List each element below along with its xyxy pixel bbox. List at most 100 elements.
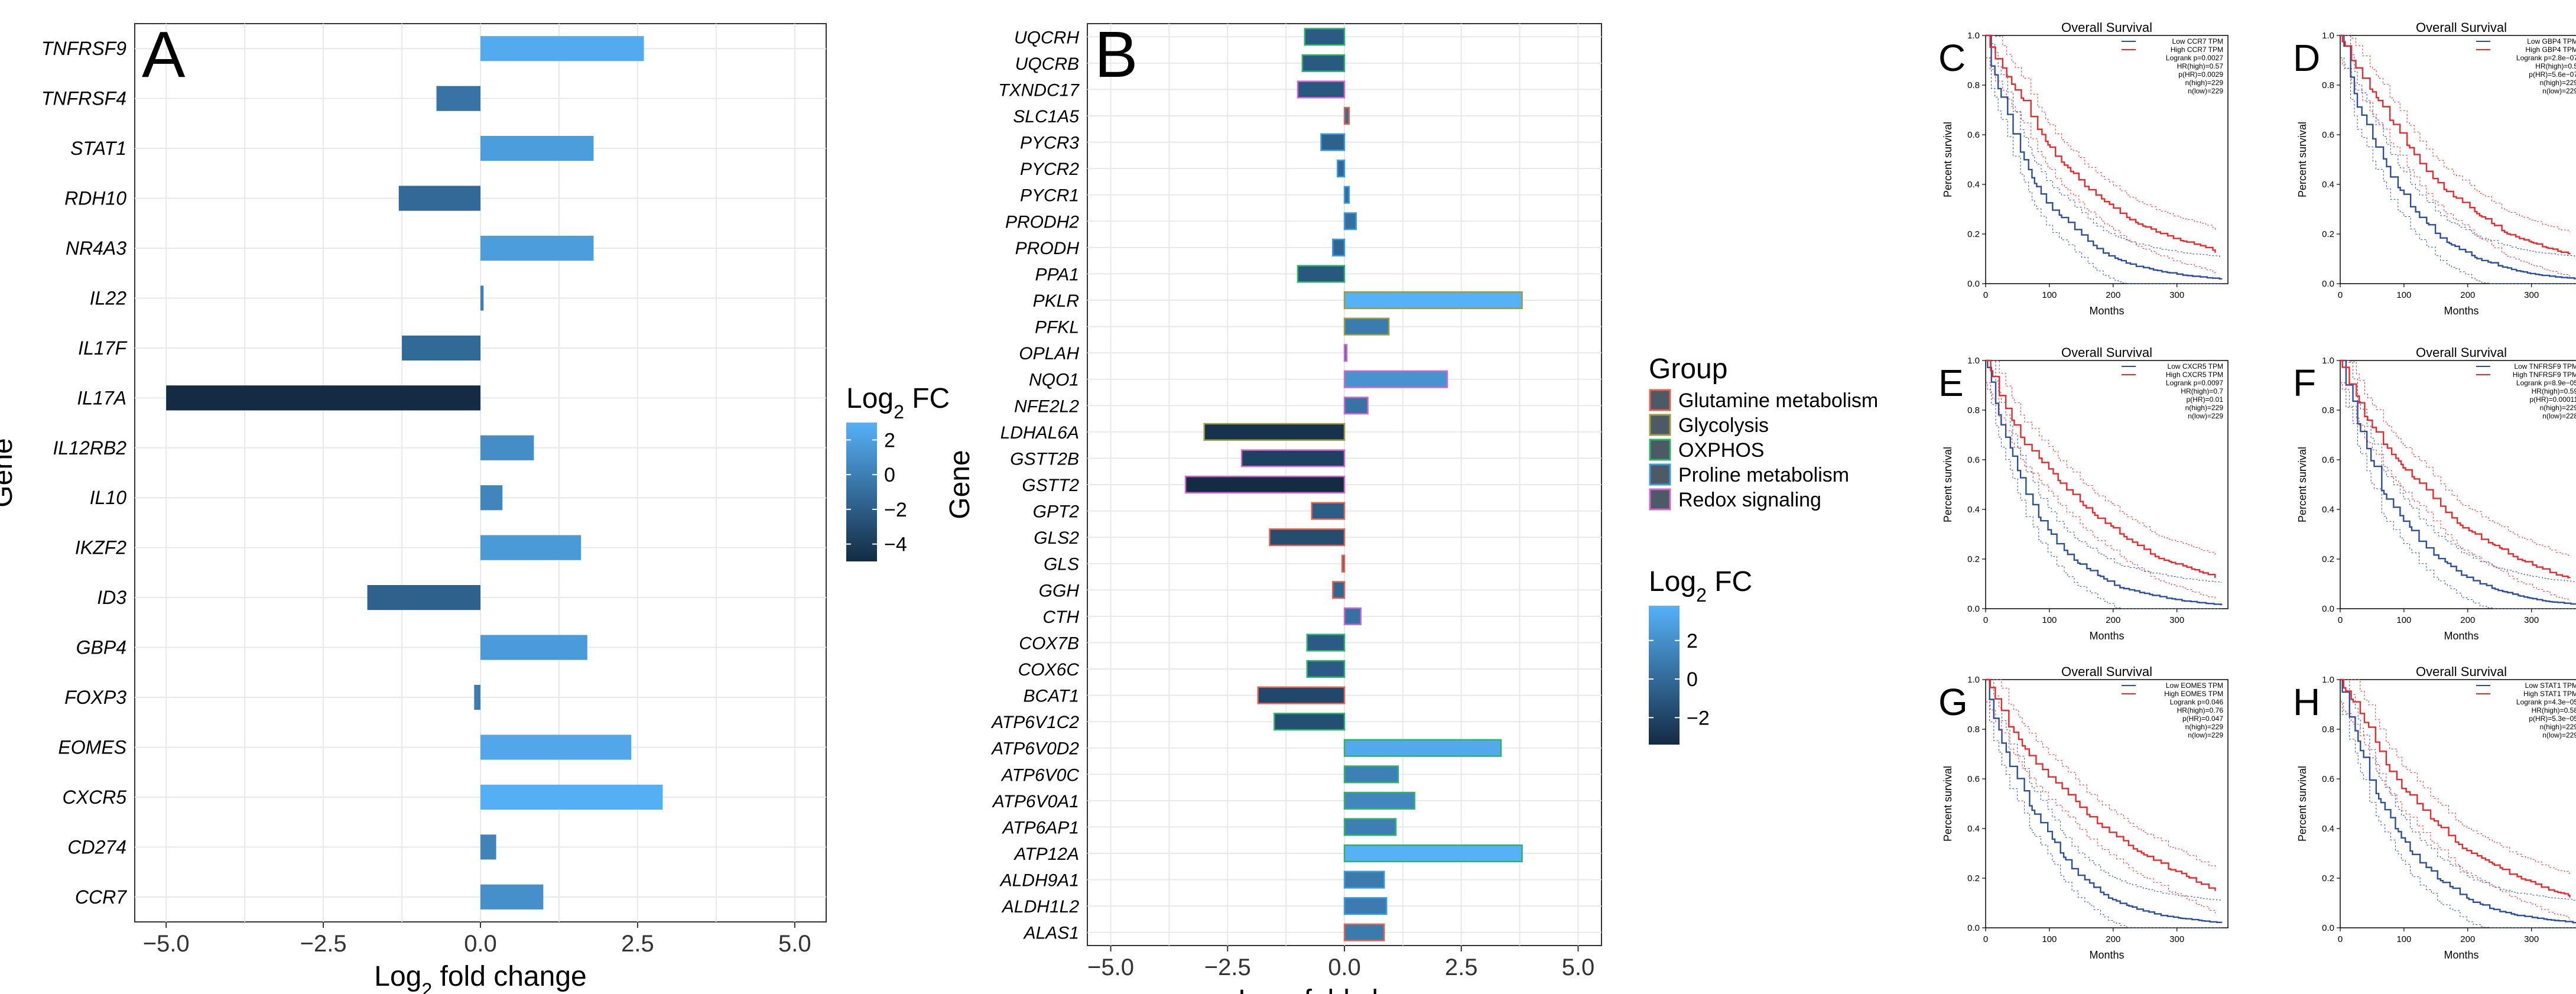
survival-y-tick-label: 0.8 [1967,725,1980,735]
survival-y-tick-label: 0.4 [1967,180,1980,190]
group-legend-swatch [1649,414,1671,436]
gene-label: UQCRH [1014,28,1079,47]
survival-x-tick-label: 300 [2524,290,2539,300]
gene-label: IL22 [90,287,126,308]
survival-legend-line: Low EOMES TPM [2166,681,2223,690]
x-tick-label: 5.0 [778,931,811,957]
survival-curve-high [1986,34,2216,253]
gene-label: GSTT2 [1022,476,1079,495]
survival-legend-line: p(HR)=5.3e−05 [2529,714,2576,723]
survival-x-tick-label: 0 [1983,290,1988,300]
bar-cox7b [1306,634,1346,652]
bar-cxcr5 [480,784,663,810]
survival-ci-lower-low [2340,701,2576,928]
bar-nqo1 [1343,370,1448,388]
gene-label: GLS [1044,555,1079,574]
survival-y-tick-label: 0.6 [2322,130,2334,140]
survival-legend-line: HR(high)=0.57 [2177,62,2224,70]
survival-y-tick-label: 0.4 [2322,505,2334,515]
gene-label: CXCR5 [63,787,127,808]
x-tick-label: 2.5 [621,931,654,957]
panel-a-legend-title: Log2 FC [846,383,950,423]
gene-label: GGH [1039,581,1080,600]
panel-a-x-axis-title: Log2 fold change [374,961,586,994]
bar-aldh9a1 [1343,870,1385,889]
survival-y-tick-label: 0.4 [1967,505,1980,515]
survival-legend-line: Logrank p=0.0027 [2166,54,2223,62]
survival-y-axis-title: Percent survival [1942,122,1954,197]
bar-gls2 [1269,528,1346,547]
survival-curve-high [1986,359,2216,579]
gene-label: NR4A3 [66,238,126,259]
panel-b-gene-labels: UQCRH UQCRB TXNDC17 SLC1A5 PYCR3 PYCR2 PYCR1 PR… [990,28,1080,943]
bar-ldhal6a [1203,423,1346,441]
gene-label: GPT2 [1033,502,1080,522]
gene-label: PPA1 [1035,265,1080,284]
bar-oplah [1343,344,1348,362]
panel-b-bars [1184,28,1523,941]
survival-x-tick-label: 300 [2169,290,2184,300]
survival-ci-lower-high [2340,57,2570,277]
survival-x-tick-label: 100 [2396,934,2411,944]
bar-atp6v0a1 [1343,791,1415,810]
survival-legend-line: High TNFRSF9 TPM [2513,371,2576,379]
colorbar-tick-label: −2 [884,499,907,521]
survival-curve-low [1986,678,2223,924]
gene-label: NFE2L2 [1014,397,1079,416]
survival-x-tick-label: 100 [2042,290,2057,300]
bar-pycr2 [1336,160,1346,178]
panel-a-letter: A [142,18,186,91]
survival-curve-high [2340,359,2571,579]
bar-rdh10 [398,186,480,211]
survival-legend-line: p(HR)=0.01 [2187,395,2224,404]
survival-panel-g: Overall Survival G 0 100 200 300 0.0 0.2 0.4 0.6 0… [1938,664,2229,961]
survival-y-tick-label: 0.8 [1967,80,1980,90]
bar-bcat1 [1257,686,1346,704]
panel-a-bars [166,36,663,909]
survival-y-tick-label: 1.0 [1967,31,1980,41]
gene-label: ALAS1 [1023,924,1079,943]
bar-gpt2 [1311,502,1346,520]
gene-label: PYCR2 [1020,160,1079,179]
survival-ci-upper-low [2340,679,2576,901]
survival-ci-lower-high [1986,57,2216,275]
survival-y-tick-label: 0.6 [1967,455,1980,465]
group-legend-swatch [1649,463,1671,486]
survival-y-tick-label: 1.0 [2322,675,2334,685]
survival-ci-upper-low [1986,679,2222,901]
bar-gls [1341,554,1346,573]
bar-cox6c [1306,660,1346,678]
panel-b-legend-title: Log2 FC [1649,566,1752,606]
gene-label: COX6C [1018,660,1080,680]
survival-x-tick-label: 0 [1983,615,1988,625]
gene-label: TNFRSF9 [41,38,126,59]
survival-y-tick-label: 0.2 [1967,554,1980,564]
survival-legend-line: HR(high)=0.76 [2177,706,2224,714]
survival-title: Overall Survival [2416,345,2507,360]
survival-legend-line: Low CCR7 TPM [2172,37,2223,46]
survival-y-tick-label: 1.0 [2322,31,2334,41]
bar-uqcrh [1304,28,1346,46]
survival-y-tick-label: 0.2 [2322,229,2334,239]
survival-legend-line: High EOMES TPM [2164,690,2223,698]
survival-y-tick-label: 0.0 [2322,604,2334,614]
survival-plot-area [2340,679,2576,928]
gene-label: UQCRB [1015,54,1079,74]
survival-curve-high [2340,34,2571,255]
survival-y-tick-label: 0.8 [2322,725,2334,735]
x-tick-label: 0.0 [1328,954,1361,980]
survival-x-tick-label: 300 [2524,615,2539,625]
survival-ci-upper-low [2340,360,2576,583]
survival-x-tick-label: 200 [2460,934,2475,944]
survival-title: Overall Survival [2416,20,2507,35]
gene-label: ID3 [97,587,126,608]
survival-ci-lower-low [1986,57,2222,284]
survival-curve-low [1986,359,2223,606]
gene-label: ATP6AP1 [1001,818,1079,837]
bar-slc1a5 [1343,106,1350,125]
gene-label: IL17F [78,337,128,359]
survival-x-axis-title: Months [2089,305,2124,317]
survival-y-tick-label: 0.6 [1967,774,1980,784]
bar-atp6ap1 [1343,818,1397,836]
